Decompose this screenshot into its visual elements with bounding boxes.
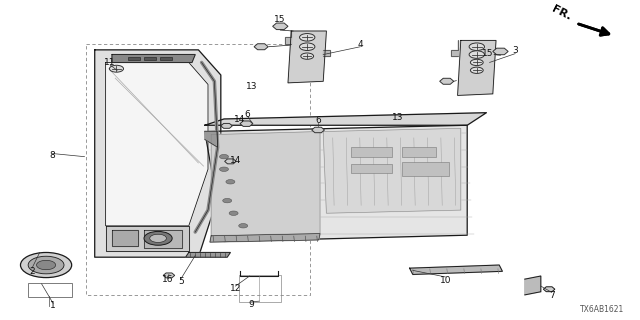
Polygon shape <box>273 23 288 29</box>
Circle shape <box>239 224 248 228</box>
FancyBboxPatch shape <box>351 164 392 173</box>
Polygon shape <box>410 265 502 275</box>
Polygon shape <box>543 287 555 292</box>
Circle shape <box>226 180 235 184</box>
Polygon shape <box>186 252 230 257</box>
Text: 6: 6 <box>316 116 321 125</box>
Text: 16: 16 <box>162 275 173 284</box>
Polygon shape <box>112 55 195 62</box>
Polygon shape <box>106 226 189 251</box>
Circle shape <box>220 167 228 172</box>
FancyBboxPatch shape <box>402 147 436 157</box>
Circle shape <box>229 211 238 215</box>
Circle shape <box>109 65 124 72</box>
FancyBboxPatch shape <box>351 147 392 157</box>
Circle shape <box>470 59 483 66</box>
Text: 13: 13 <box>392 113 404 122</box>
Polygon shape <box>225 159 236 164</box>
Polygon shape <box>106 62 208 226</box>
Circle shape <box>469 51 484 58</box>
Text: 6: 6 <box>245 110 250 119</box>
Text: 4: 4 <box>358 40 363 49</box>
Circle shape <box>301 53 314 59</box>
Text: 10: 10 <box>440 276 451 284</box>
Polygon shape <box>205 125 467 242</box>
FancyBboxPatch shape <box>144 57 156 60</box>
Polygon shape <box>205 113 486 125</box>
Polygon shape <box>254 44 268 50</box>
Polygon shape <box>210 234 320 242</box>
Polygon shape <box>112 230 138 246</box>
Polygon shape <box>288 31 326 83</box>
Circle shape <box>150 234 166 243</box>
Polygon shape <box>95 50 221 257</box>
Polygon shape <box>285 31 291 44</box>
Text: 8: 8 <box>50 151 55 160</box>
Text: 12: 12 <box>230 284 241 293</box>
Text: 1: 1 <box>51 301 56 310</box>
Polygon shape <box>163 273 175 278</box>
Polygon shape <box>144 230 182 248</box>
Circle shape <box>20 252 72 277</box>
Text: TX6AB1621: TX6AB1621 <box>580 305 624 314</box>
Text: 14: 14 <box>230 156 241 165</box>
Polygon shape <box>240 121 253 126</box>
Text: 15: 15 <box>274 15 285 24</box>
Text: 14: 14 <box>234 115 246 124</box>
Circle shape <box>300 34 315 41</box>
Circle shape <box>223 198 232 203</box>
Text: 3: 3 <box>513 46 518 55</box>
Circle shape <box>144 231 172 245</box>
FancyBboxPatch shape <box>160 57 172 60</box>
Polygon shape <box>211 132 320 238</box>
Circle shape <box>469 43 484 51</box>
Polygon shape <box>205 132 218 147</box>
Polygon shape <box>312 127 324 133</box>
Text: 2: 2 <box>29 267 35 276</box>
Text: 13: 13 <box>246 82 257 91</box>
Polygon shape <box>493 48 508 55</box>
Circle shape <box>300 43 315 51</box>
Circle shape <box>220 155 228 159</box>
Polygon shape <box>323 128 461 213</box>
Text: 5: 5 <box>179 277 184 286</box>
FancyBboxPatch shape <box>402 162 449 176</box>
Polygon shape <box>323 50 330 56</box>
Polygon shape <box>525 276 541 295</box>
Circle shape <box>470 67 483 73</box>
Text: 9: 9 <box>249 300 254 309</box>
Text: 7: 7 <box>549 291 554 300</box>
Text: 15: 15 <box>482 49 493 58</box>
Polygon shape <box>440 78 454 84</box>
Polygon shape <box>451 40 458 56</box>
Text: FR.: FR. <box>550 4 573 22</box>
FancyBboxPatch shape <box>128 57 140 60</box>
Circle shape <box>28 256 64 274</box>
Circle shape <box>36 260 56 270</box>
Polygon shape <box>221 124 232 128</box>
Text: 11: 11 <box>104 58 116 67</box>
Polygon shape <box>458 40 496 95</box>
